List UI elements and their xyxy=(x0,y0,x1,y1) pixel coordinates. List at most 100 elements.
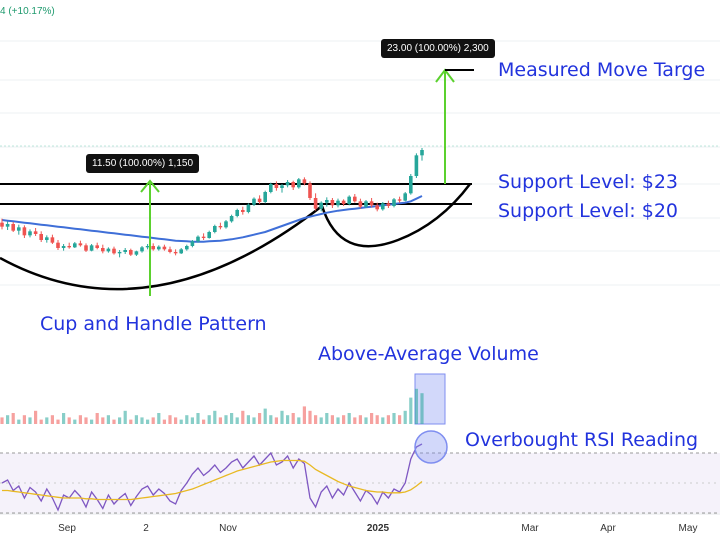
candle-up xyxy=(319,202,323,209)
candle-up xyxy=(409,176,413,194)
rsi-pane xyxy=(0,430,720,514)
volume-bar xyxy=(263,408,267,424)
candle-up xyxy=(207,232,211,238)
volume-bar xyxy=(235,417,239,424)
candle-up xyxy=(185,246,189,250)
candle-down xyxy=(162,246,167,250)
volume-bar xyxy=(274,417,278,424)
candle-up xyxy=(140,247,144,252)
volume-bar xyxy=(118,417,122,424)
volume-pane xyxy=(0,373,446,425)
volume-bar xyxy=(325,413,329,424)
rsi-ma-line xyxy=(2,459,423,501)
volume-bar xyxy=(375,415,379,424)
volume-bar xyxy=(34,410,38,424)
volume-bar xyxy=(185,415,189,424)
volume-bar xyxy=(56,419,60,424)
volume-bar xyxy=(314,415,318,424)
candle-up xyxy=(213,226,217,232)
candle-up xyxy=(145,246,150,248)
volume-bar xyxy=(174,417,178,424)
candle-up xyxy=(17,227,21,231)
candle-down xyxy=(358,201,363,207)
candle-up xyxy=(179,249,183,254)
candle-down xyxy=(313,198,318,209)
price-change-readout: 4 (+10.17%) xyxy=(0,6,55,17)
candle-down xyxy=(33,231,38,234)
candle-down xyxy=(11,224,15,231)
x-tick-label: Mar xyxy=(521,523,539,534)
candle-up xyxy=(381,203,385,210)
candle-down xyxy=(112,248,116,254)
volume-bar xyxy=(308,410,312,424)
volume-bar xyxy=(112,419,116,424)
x-axis: Sep 2 Nov 2025 Mar Apr May xyxy=(0,513,720,534)
candle-down xyxy=(241,210,245,212)
handle-curve xyxy=(320,183,471,248)
volume-bar xyxy=(202,419,206,424)
volume-bar xyxy=(414,388,418,424)
candle-up xyxy=(263,192,267,202)
candle-down xyxy=(308,183,312,198)
candle-down xyxy=(201,236,206,238)
candle-down xyxy=(353,196,357,202)
volume-bar xyxy=(84,417,88,424)
volume-bar xyxy=(213,410,217,424)
candle-down xyxy=(330,200,335,206)
volume-bar xyxy=(11,413,15,424)
measured-move-arrows xyxy=(140,68,474,296)
volume-bar xyxy=(67,417,71,424)
volume-bar xyxy=(45,417,49,424)
volume-bar xyxy=(336,417,340,424)
candle-down xyxy=(84,245,88,251)
volume-bar xyxy=(90,419,94,424)
candle-up xyxy=(106,248,111,252)
volume-bar xyxy=(353,417,357,424)
candle-down xyxy=(101,248,105,252)
candle-up xyxy=(229,216,234,222)
volume-bar xyxy=(6,415,10,424)
cup-depth-label: 11.50 (100.00%) 1,150 xyxy=(86,154,200,173)
candle-down xyxy=(291,182,295,188)
x-tick-label: 2025 xyxy=(367,523,390,534)
candle-up xyxy=(157,246,161,250)
volume-bar xyxy=(286,415,290,424)
candle-up xyxy=(5,224,10,227)
candle-down xyxy=(369,201,374,206)
volume-bar xyxy=(302,406,306,424)
candle-down xyxy=(151,246,155,250)
volume-bar xyxy=(347,413,351,424)
candle-down xyxy=(56,242,60,248)
volume-bar xyxy=(95,413,99,424)
candle-down xyxy=(78,243,83,246)
candle-up xyxy=(403,193,407,201)
volume-bar xyxy=(241,410,245,424)
volume-bar xyxy=(230,413,234,424)
moving-average-line xyxy=(1,195,423,243)
candle-up xyxy=(246,204,251,212)
candle-down xyxy=(168,249,172,252)
candle-up xyxy=(325,200,329,203)
volume-bar xyxy=(179,419,183,424)
support-lines xyxy=(0,183,472,205)
candle-up xyxy=(196,236,200,242)
candle-up xyxy=(297,179,301,188)
volume-bar xyxy=(162,419,166,424)
volume-bar xyxy=(168,415,172,424)
volume-bar xyxy=(207,415,211,424)
volume-bar xyxy=(386,415,390,424)
overbought-rsi-circle xyxy=(414,430,448,464)
volume-bar xyxy=(39,419,43,424)
candle-down xyxy=(386,203,391,206)
volume-bar xyxy=(123,410,127,424)
volume-bar xyxy=(370,413,374,424)
volume-bar xyxy=(106,415,110,424)
volume-bar xyxy=(409,397,413,424)
overbought-rsi-label: Overbought RSI Reading xyxy=(465,429,699,451)
volume-bar xyxy=(364,417,368,424)
volume-bar xyxy=(342,415,346,424)
volume-bar xyxy=(140,417,144,424)
candle-up xyxy=(414,155,419,176)
volume-bar xyxy=(258,413,262,424)
